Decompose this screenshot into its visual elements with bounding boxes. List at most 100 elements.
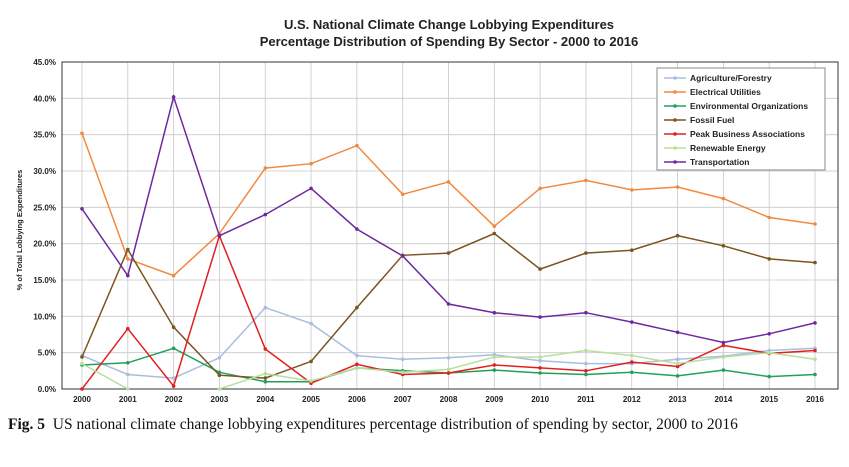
data-point [355, 305, 359, 310]
x-tick-label: 2013 [669, 395, 687, 404]
caption-label: Fig. 5 [8, 416, 46, 433]
data-point [355, 143, 359, 148]
data-point [400, 192, 405, 197]
x-tick-label: 2003 [211, 395, 229, 404]
legend-item-renewable-energy: Renewable Energy [664, 143, 766, 153]
x-tick-label: 2007 [394, 395, 412, 404]
x-tick-label: 2009 [485, 395, 503, 404]
y-axis-label: % of Total Lobbying Expenditures [15, 170, 24, 291]
series-layer [80, 94, 817, 391]
data-point [309, 161, 313, 166]
data-point [630, 353, 634, 358]
data-point [355, 362, 359, 367]
x-tick-label: 2005 [302, 395, 320, 404]
x-tick-label: 2001 [119, 395, 137, 404]
data-point [309, 379, 313, 383]
data-point [492, 224, 497, 228]
legend-label: Transportation [690, 157, 750, 167]
data-point [675, 233, 680, 238]
data-point [675, 364, 680, 369]
data-point [584, 348, 588, 353]
data-point [263, 376, 268, 380]
data-point [446, 180, 451, 184]
legend-marker [673, 90, 677, 94]
data-point [80, 355, 84, 359]
legend-marker [673, 132, 677, 136]
data-point [675, 374, 680, 378]
data-point [80, 131, 84, 135]
data-point [355, 227, 359, 231]
legend: Agriculture/Forestry Electrical Utilities… [656, 67, 826, 171]
legend-item-electrical-utilities: Electrical Utilities [664, 87, 761, 97]
data-point [446, 367, 451, 372]
data-point [263, 371, 268, 376]
data-point [126, 326, 130, 331]
data-point [492, 363, 497, 367]
data-point [538, 267, 542, 271]
data-point [171, 273, 176, 278]
data-point [492, 355, 497, 359]
legend-item-fossil-fuel: Fossil Fuel [664, 115, 734, 125]
legend-marker [673, 104, 677, 108]
x-tick-label: 2000 [73, 395, 91, 404]
data-point [355, 353, 359, 358]
data-point [80, 361, 84, 366]
data-point [80, 387, 84, 391]
x-tick-label: 2002 [165, 395, 183, 404]
x-tick-label: 2004 [256, 395, 274, 404]
y-tick-label: 25.0% [33, 203, 56, 212]
legend-item-agriculture-forestry: Agriculture/Forestry [664, 73, 772, 83]
data-point [584, 251, 588, 255]
data-point [446, 302, 451, 306]
data-point [80, 207, 84, 211]
data-point [538, 366, 542, 370]
data-point [171, 325, 176, 330]
data-point [584, 310, 588, 315]
y-tick-label: 40.0% [33, 94, 56, 103]
data-point [813, 222, 817, 226]
data-point [813, 348, 817, 353]
series-line [219, 349, 816, 390]
y-tick-label: 0.0% [38, 385, 56, 394]
data-point [217, 387, 222, 391]
data-point [171, 346, 176, 351]
data-point [217, 233, 222, 238]
data-point [630, 320, 634, 324]
data-point [171, 95, 176, 99]
series-transportation [80, 94, 817, 345]
data-point [538, 355, 542, 359]
data-point [584, 361, 588, 366]
data-point [538, 358, 542, 363]
legend-marker [673, 146, 677, 150]
y-tick-label: 30.0% [33, 167, 56, 176]
data-point [721, 196, 726, 201]
data-point [492, 231, 497, 236]
series-peak-business-associations [80, 233, 817, 391]
data-point [630, 188, 634, 192]
data-point [721, 355, 726, 359]
line-chart: U.S. National Climate Change Lobbying Ex… [15, 17, 839, 404]
data-point [767, 332, 771, 336]
data-point [584, 178, 588, 183]
legend-label: Environmental Organizations [690, 101, 808, 111]
y-tick-label: 45.0% [33, 58, 56, 67]
data-point [309, 321, 313, 326]
data-point [126, 361, 130, 365]
legend-marker [673, 160, 677, 164]
data-point [263, 305, 268, 310]
data-point [400, 357, 405, 362]
data-point [263, 212, 268, 217]
legend-marker [673, 76, 677, 80]
plot-area-frame [61, 61, 839, 390]
data-point [630, 248, 634, 252]
data-point [217, 356, 222, 360]
data-point [767, 215, 771, 220]
series-electrical-utilities [80, 131, 817, 278]
data-point [309, 186, 313, 191]
data-point [492, 310, 497, 315]
data-point [171, 376, 176, 380]
data-point [721, 343, 726, 348]
figure-caption: Fig. 5 US national climate change lobbyi… [8, 415, 843, 434]
data-point [538, 186, 542, 191]
caption-text: US national climate change lobbying expe… [52, 416, 738, 433]
